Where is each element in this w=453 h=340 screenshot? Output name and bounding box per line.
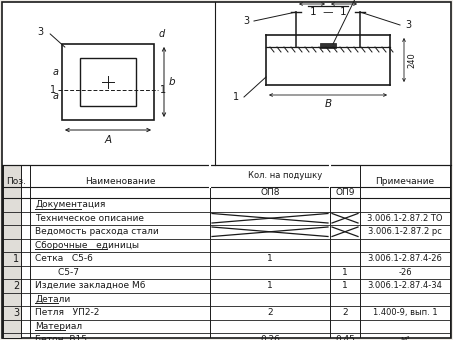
Text: ОП8: ОП8 xyxy=(260,188,280,197)
Bar xyxy=(80,58,136,106)
Text: 1: 1 xyxy=(233,92,239,102)
Text: a: a xyxy=(53,67,59,77)
Text: 150: 150 xyxy=(336,0,352,2)
Text: 240: 240 xyxy=(407,52,416,68)
Bar xyxy=(62,44,154,120)
Text: Примечание: Примечание xyxy=(376,177,434,186)
Text: A: A xyxy=(105,135,111,145)
Text: 2: 2 xyxy=(267,308,273,317)
Text: м³: м³ xyxy=(400,335,410,340)
Text: 150: 150 xyxy=(304,0,320,2)
Text: 1.400-9, вып. 1: 1.400-9, вып. 1 xyxy=(373,308,437,317)
Text: Изделие закладное М6: Изделие закладное М6 xyxy=(35,281,145,290)
Text: C5-7: C5-7 xyxy=(35,268,79,277)
Text: Ведомость расхода стали: Ведомость расхода стали xyxy=(35,227,159,236)
Text: Бетон  B15: Бетон B15 xyxy=(35,335,87,340)
Text: 1: 1 xyxy=(160,85,166,95)
Text: 1: 1 xyxy=(342,268,348,277)
Text: Документация: Документация xyxy=(35,200,106,209)
Text: Техническое описание: Техническое описание xyxy=(35,214,144,223)
Text: 0,26: 0,26 xyxy=(260,335,280,340)
Text: Петля   УП2-2: Петля УП2-2 xyxy=(35,308,99,317)
Text: 1: 1 xyxy=(14,254,19,264)
Text: Кол. на подушку: Кол. на подушку xyxy=(248,171,322,181)
Text: 3: 3 xyxy=(14,308,19,318)
Text: Материал: Материал xyxy=(35,322,82,331)
Text: 1: 1 xyxy=(267,254,273,263)
Bar xyxy=(2,165,21,338)
Text: b: b xyxy=(169,77,176,87)
Text: 2: 2 xyxy=(358,0,364,2)
Text: 2: 2 xyxy=(342,308,348,317)
Text: 3.006.1-2.87.4-34: 3.006.1-2.87.4-34 xyxy=(367,281,443,290)
Text: 3.006.1-2.87.2 рс: 3.006.1-2.87.2 рс xyxy=(368,227,442,236)
Text: Наименование: Наименование xyxy=(85,177,155,186)
Text: ОП9: ОП9 xyxy=(335,188,355,197)
Text: 2: 2 xyxy=(14,281,19,291)
Text: 1: 1 xyxy=(50,85,56,95)
Text: Детали: Детали xyxy=(35,295,70,304)
Text: d: d xyxy=(159,29,165,39)
Text: 3.006.1-2.87.2 ТО: 3.006.1-2.87.2 ТО xyxy=(367,214,443,223)
Text: Сетка   C5-6: Сетка C5-6 xyxy=(35,254,93,263)
Text: 1: 1 xyxy=(267,281,273,290)
Text: -26: -26 xyxy=(398,268,412,277)
Text: 3: 3 xyxy=(405,20,411,30)
Text: 1: 1 xyxy=(342,281,348,290)
Text: 3: 3 xyxy=(243,16,249,26)
Text: 0,45: 0,45 xyxy=(335,335,355,340)
Text: 1  —  1: 1 — 1 xyxy=(310,7,346,17)
Text: Поз.: Поз. xyxy=(6,177,26,186)
Text: a: a xyxy=(53,91,59,101)
Text: Сборочные   единицы: Сборочные единицы xyxy=(35,241,139,250)
Bar xyxy=(320,43,336,48)
Text: 3.006.1-2.87.4-26: 3.006.1-2.87.4-26 xyxy=(367,254,443,263)
Text: B: B xyxy=(324,99,332,109)
Text: 3: 3 xyxy=(37,27,43,37)
